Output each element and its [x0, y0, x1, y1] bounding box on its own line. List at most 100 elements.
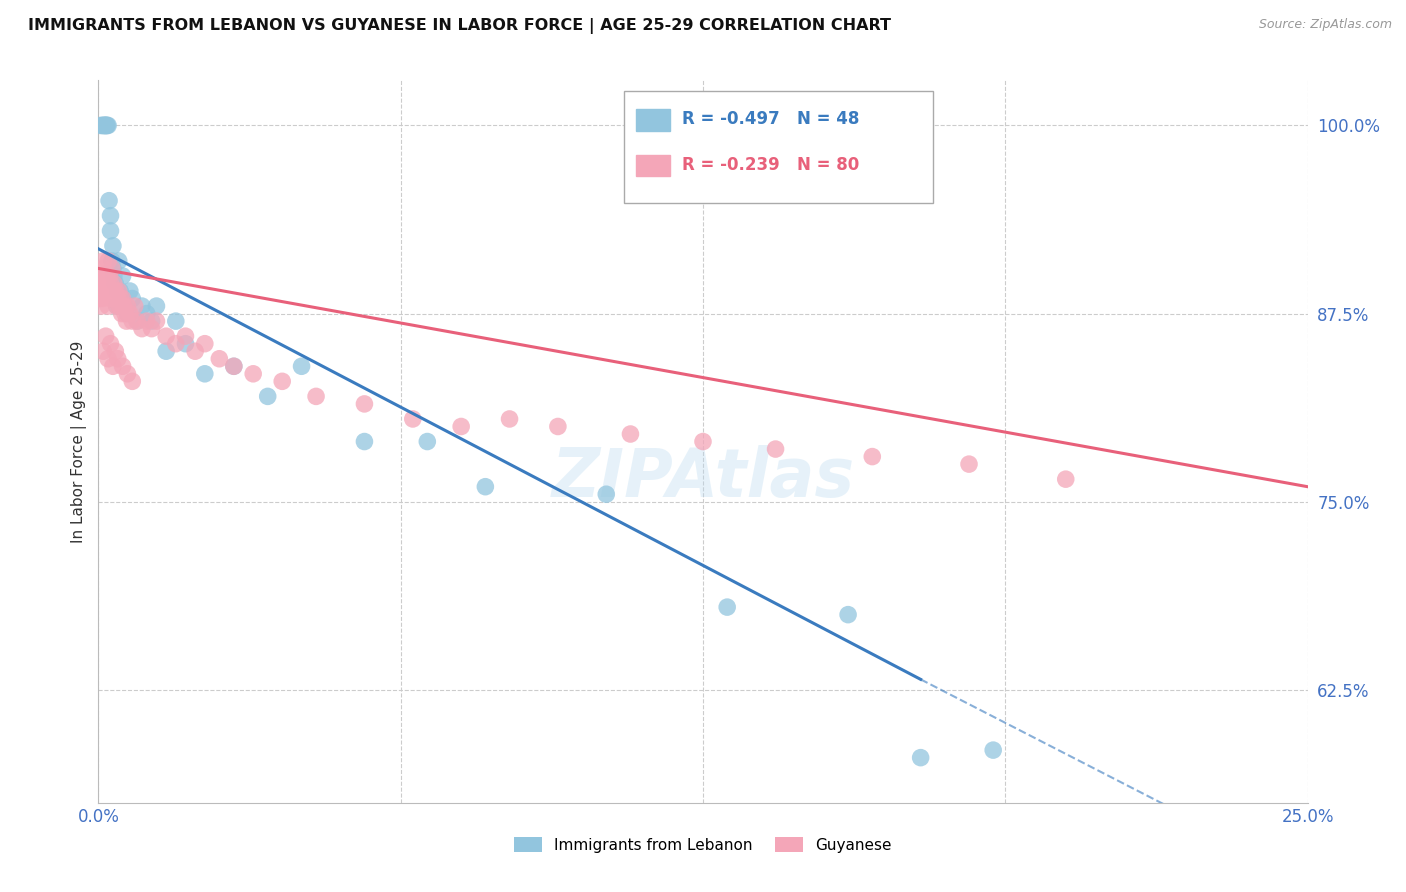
Point [117, 367, 139, 381]
Point [353, 434, 375, 449]
Point [127, 314, 149, 328]
Point [118, 284, 141, 298]
Point [90, 299, 112, 313]
Point [91, 284, 114, 298]
Point [619, 427, 641, 442]
Point [93, 119, 115, 133]
Point [96, 268, 118, 283]
Point [595, 487, 617, 501]
Point [100, 277, 122, 291]
Point [135, 307, 157, 321]
Point [194, 336, 217, 351]
Point [107, 284, 129, 298]
Point [91, 292, 114, 306]
Point [103, 277, 125, 291]
Point [124, 299, 146, 313]
Point [101, 284, 124, 298]
Point [105, 299, 128, 313]
Point [194, 367, 217, 381]
Point [90, 268, 112, 283]
Point [97, 299, 120, 313]
Point [101, 239, 124, 253]
Point [100, 284, 122, 298]
Point [141, 321, 163, 335]
Point [910, 750, 932, 764]
Point [89, 292, 111, 306]
Point [155, 329, 177, 343]
Point [353, 397, 375, 411]
Point [111, 268, 134, 283]
Point [416, 434, 439, 449]
Point [118, 307, 141, 321]
Point [91, 253, 114, 268]
Point [145, 314, 167, 328]
Point [127, 314, 149, 328]
Y-axis label: In Labor Force | Age 25-29: In Labor Force | Age 25-29 [72, 341, 87, 542]
Point [103, 268, 125, 283]
Point [96, 119, 118, 133]
Point [121, 314, 143, 328]
Point [96, 284, 118, 298]
Bar [637, 154, 671, 177]
Point [107, 351, 129, 366]
Point [96, 119, 118, 133]
Point [474, 480, 496, 494]
Text: ZIPAtlas: ZIPAtlas [551, 445, 855, 510]
Point [222, 359, 245, 374]
Point [547, 419, 569, 434]
Text: IMMIGRANTS FROM LEBANON VS GUYANESE IN LABOR FORCE | AGE 25-29 CORRELATION CHART: IMMIGRANTS FROM LEBANON VS GUYANESE IN L… [28, 18, 891, 34]
Point [145, 299, 167, 313]
Point [108, 284, 131, 298]
Point [97, 119, 120, 133]
Point [100, 209, 122, 223]
Point [93, 119, 115, 133]
Point [91, 344, 114, 359]
Point [112, 299, 135, 313]
Point [107, 284, 129, 298]
Point [981, 743, 1004, 757]
Text: Source: ZipAtlas.com: Source: ZipAtlas.com [1258, 18, 1392, 31]
Point [101, 253, 124, 268]
Point [111, 292, 134, 306]
Point [104, 284, 127, 298]
Point [115, 314, 138, 328]
Legend: Immigrants from Lebanon, Guyanese: Immigrants from Lebanon, Guyanese [506, 829, 900, 860]
Point [89, 284, 111, 298]
Point [101, 359, 124, 374]
Point [174, 329, 197, 343]
Point [111, 307, 134, 321]
Point [117, 307, 139, 321]
Point [90, 119, 112, 133]
Point [141, 314, 163, 328]
Point [135, 314, 157, 328]
Point [104, 292, 127, 306]
Point [104, 344, 127, 359]
Point [90, 277, 112, 291]
Point [101, 261, 124, 276]
Point [101, 292, 124, 306]
Point [101, 261, 124, 276]
Point [114, 307, 136, 321]
FancyBboxPatch shape [624, 91, 932, 203]
Point [93, 277, 115, 291]
Point [765, 442, 787, 456]
Point [165, 336, 187, 351]
Point [100, 336, 122, 351]
Point [111, 359, 134, 374]
Point [174, 336, 197, 351]
Point [97, 351, 120, 366]
Point [222, 359, 245, 374]
Point [94, 284, 117, 298]
Point [860, 450, 883, 464]
Point [93, 268, 115, 283]
Point [107, 253, 129, 268]
Point [837, 607, 859, 622]
Point [498, 412, 520, 426]
Point [184, 344, 207, 359]
Point [94, 284, 117, 298]
Point [100, 224, 122, 238]
Point [692, 434, 714, 449]
Point [131, 299, 153, 313]
Point [98, 268, 121, 283]
Point [117, 299, 139, 313]
